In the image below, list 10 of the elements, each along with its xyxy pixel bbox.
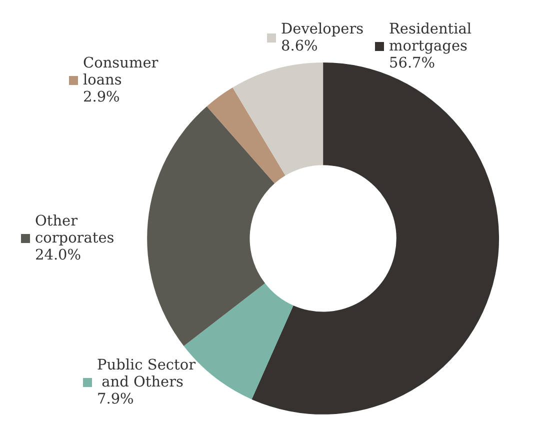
data-label: 7.9%: [97, 392, 134, 408]
data-label: 2.9%: [83, 90, 120, 106]
legend-label: Consumer loans: [83, 56, 163, 88]
legend-label: Developers: [281, 22, 364, 38]
data-label: 24.0%: [35, 248, 82, 264]
legend-label: Other corporates: [35, 214, 114, 246]
legend-label: Public Sector and Others: [97, 358, 196, 390]
legend-label: Residential mortgages: [389, 22, 476, 54]
data-label: 56.7%: [389, 56, 436, 72]
data-label: 8.6%: [281, 38, 318, 54]
